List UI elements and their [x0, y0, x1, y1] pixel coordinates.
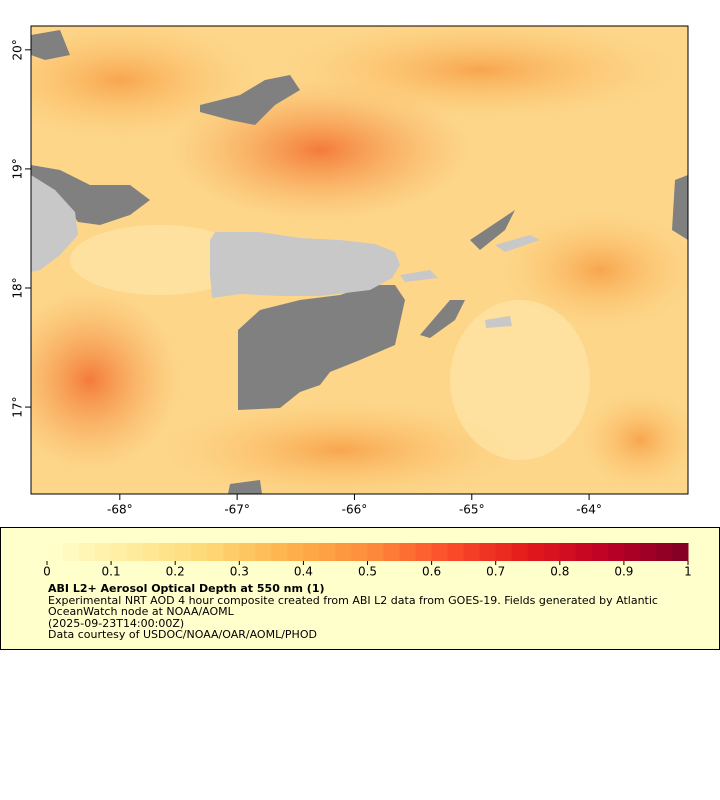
colorbar-swatch — [511, 543, 529, 561]
aod-patch — [31, 290, 180, 470]
colorbar-swatch — [255, 543, 272, 561]
colorbar-swatch — [591, 543, 609, 561]
colorbar-swatch — [127, 543, 144, 561]
land — [495, 235, 540, 252]
colorbar-swatch — [431, 543, 449, 561]
colorbar-swatch — [239, 543, 256, 561]
colorbar-swatch — [415, 543, 433, 561]
land — [210, 232, 400, 298]
colorbar-swatch — [79, 543, 96, 561]
mask — [31, 30, 70, 60]
colorbar-swatch — [191, 543, 208, 561]
colorbar-swatch — [575, 543, 593, 561]
colorbar-swatch — [447, 543, 465, 561]
mask — [31, 165, 150, 225]
land — [485, 316, 512, 328]
colorbar-swatch — [463, 543, 481, 561]
colorbar-swatch — [47, 543, 64, 561]
colorbar-swatch — [383, 543, 401, 561]
colorbar-swatch — [319, 543, 336, 561]
aod-patch — [500, 210, 688, 330]
x-tick-label: -65° — [459, 503, 485, 517]
colorbar-swatch — [367, 543, 385, 561]
description: Experimental NRT AOD 4 hour composite cr… — [48, 593, 658, 618]
colorbar-swatch — [671, 543, 689, 561]
y-tick-label: 20° — [11, 39, 25, 60]
aod-patch — [70, 225, 250, 295]
colorbar-tick-label: 0.6 — [422, 565, 441, 579]
colorbar-swatch — [639, 543, 657, 561]
mask — [200, 75, 300, 125]
x-tick-label: -66° — [342, 503, 368, 517]
colorbar-swatch — [399, 543, 417, 561]
colorbar-tick-label: 0.9 — [614, 565, 633, 579]
land — [400, 270, 438, 282]
time: (2025-09-23T14:00:00Z) — [48, 616, 185, 630]
y-tick-label: 18° — [11, 277, 25, 298]
x-tick-label: -68° — [107, 503, 133, 517]
colorbar-tick-label: 0.5 — [358, 565, 377, 579]
map-field — [31, 26, 688, 494]
mask — [228, 480, 262, 494]
mask — [420, 300, 465, 338]
aod-patch — [450, 300, 590, 460]
aod-patch — [280, 26, 680, 120]
colorbar-swatch — [287, 543, 304, 561]
aod-patch — [160, 400, 520, 494]
colorbar-swatch — [159, 543, 176, 561]
colorbar-tick-label: 0 — [43, 565, 51, 579]
colorbar-title: ABI L2+ Aerosol Optical Depth at 550 nm … — [48, 582, 325, 595]
mask — [672, 175, 688, 240]
map-frame — [30, 25, 689, 495]
colorbar-swatch — [271, 543, 288, 561]
colorbar-swatch — [543, 543, 561, 561]
y-tick-label: 19° — [11, 158, 25, 179]
colorbar-swatch — [95, 543, 112, 561]
colorbar-swatch — [623, 543, 641, 561]
colorbar-swatch — [111, 543, 128, 561]
y-tick-label: 17° — [11, 396, 25, 417]
colorbar-tick-label: 0.3 — [230, 565, 249, 579]
mask — [238, 285, 405, 410]
x-tick-label: -67° — [224, 503, 250, 517]
colorbar-tick-label: 0.2 — [166, 565, 185, 579]
legend-text: ABI L2+ Aerosol Optical Depth at 550 nm … — [48, 583, 688, 641]
colorbar-swatch — [351, 543, 368, 561]
colorbar-swatch — [207, 543, 224, 561]
colorbar-swatch — [607, 543, 625, 561]
colorbar-tick-label: 0.4 — [294, 565, 313, 579]
colorbar-tick-label: 0.8 — [550, 565, 569, 579]
colorbar-swatch — [175, 543, 192, 561]
mask — [470, 210, 515, 250]
colorbar-swatch — [559, 543, 577, 561]
colorbar-swatch — [223, 543, 240, 561]
colorbar-swatch — [527, 543, 545, 561]
colorbar-swatch — [335, 543, 352, 561]
colorbar-swatch — [303, 543, 320, 561]
colorbar-swatch — [495, 543, 513, 561]
aod-patch — [580, 390, 688, 490]
colorbar-tick-label: 1 — [684, 565, 692, 579]
land — [31, 175, 78, 272]
colorbar-swatch — [655, 543, 673, 561]
colorbar-swatch — [479, 543, 497, 561]
colorbar-swatch — [63, 543, 80, 561]
credit: Data courtesy of USDOC/NOAA/OAR/AOML/PHO… — [48, 628, 317, 641]
x-tick-label: -64° — [576, 503, 602, 517]
colorbar-tick-label: 0.7 — [486, 565, 505, 579]
colorbar-tick-label: 0.1 — [102, 565, 121, 579]
colorbar-swatch — [143, 543, 160, 561]
